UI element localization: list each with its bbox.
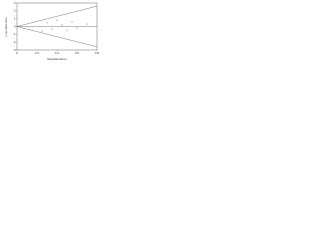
point bbox=[56, 19, 58, 22]
point bbox=[86, 23, 88, 25]
x-tick-label: 0.2 bbox=[35, 51, 40, 55]
y-tick-label: 0 bbox=[14, 24, 16, 28]
y-tick-label: -2 bbox=[13, 40, 16, 44]
y-tick-label: 3 bbox=[14, 1, 16, 5]
x-tick-label: 0 bbox=[16, 51, 18, 55]
y-tick-label: 2 bbox=[14, 9, 16, 13]
x-tick-label: 0.8 bbox=[95, 51, 100, 55]
y-tick-label: -1 bbox=[13, 32, 16, 36]
chart: Log odds ratio Standard Error -3 -2 -1 0 1 2 3… bbox=[4, 1, 100, 61]
x-tick-label: 0.4 bbox=[55, 51, 60, 55]
funnel-line bbox=[16, 26, 98, 48]
funnel-line bbox=[16, 5, 98, 27]
x-axis-label: Standard Error bbox=[47, 57, 67, 61]
y-axis-label: Log odds ratio bbox=[4, 17, 8, 36]
point bbox=[46, 21, 48, 24]
y-tick-label: 1 bbox=[14, 16, 16, 20]
point bbox=[66, 29, 68, 32]
point bbox=[71, 20, 73, 23]
point bbox=[51, 27, 53, 30]
point bbox=[41, 30, 43, 33]
x-tick-label: 0.6 bbox=[75, 51, 80, 55]
point bbox=[61, 24, 63, 26]
point bbox=[76, 27, 78, 29]
y-tick-label: -3 bbox=[13, 48, 16, 52]
